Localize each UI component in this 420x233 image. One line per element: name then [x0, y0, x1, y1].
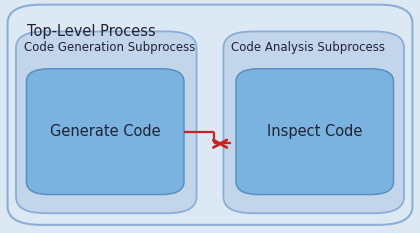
FancyBboxPatch shape [26, 69, 184, 195]
Text: Code Generation Subprocess: Code Generation Subprocess [24, 41, 196, 54]
FancyBboxPatch shape [8, 5, 412, 225]
FancyBboxPatch shape [223, 31, 404, 213]
FancyBboxPatch shape [236, 69, 394, 195]
Text: Code Analysis Subprocess: Code Analysis Subprocess [231, 41, 385, 54]
FancyBboxPatch shape [16, 31, 197, 213]
Text: Top-Level Process: Top-Level Process [27, 24, 156, 39]
Text: Generate Code: Generate Code [50, 124, 160, 139]
Text: Inspect Code: Inspect Code [267, 124, 362, 139]
